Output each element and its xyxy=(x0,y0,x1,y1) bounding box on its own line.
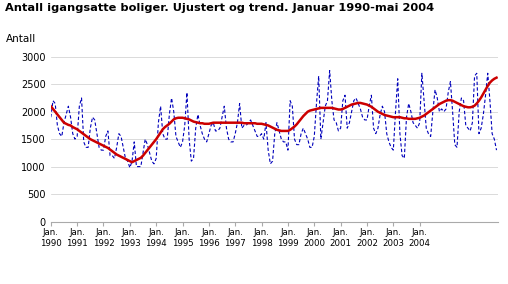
Antall boliger, ujustert xyxy=(282,140,289,144)
Antall boliger, trend xyxy=(129,160,135,164)
Antall boliger, trend xyxy=(122,157,129,161)
Antall boliger, ujustert xyxy=(493,149,499,152)
Antall boliger, ujustert xyxy=(48,116,54,119)
Antall boliger, trend xyxy=(493,76,499,79)
Antall boliger, ujustert xyxy=(274,121,280,124)
Antall boliger, trend xyxy=(48,105,54,108)
Antall boliger, ujustert xyxy=(127,166,133,170)
Text: Antall igangsatte boliger. Ujustert og trend. Januar 1990-mai 2004: Antall igangsatte boliger. Ujustert og t… xyxy=(5,3,434,13)
Antall boliger, ujustert xyxy=(122,157,129,160)
Antall boliger, trend xyxy=(274,128,280,131)
Antall boliger, ujustert xyxy=(382,110,388,113)
Antall boliger, trend xyxy=(96,142,102,145)
Antall boliger, ujustert xyxy=(169,96,175,100)
Line: Antall boliger, ujustert: Antall boliger, ujustert xyxy=(51,70,496,168)
Antall boliger, trend xyxy=(169,120,175,123)
Antall boliger, ujustert xyxy=(327,69,333,72)
Antall boliger, trend xyxy=(379,112,386,116)
Antall boliger, ujustert xyxy=(96,146,102,149)
Line: Antall boliger, trend: Antall boliger, trend xyxy=(51,78,496,162)
Text: Antall: Antall xyxy=(6,34,37,44)
Antall boliger, trend xyxy=(282,129,289,133)
